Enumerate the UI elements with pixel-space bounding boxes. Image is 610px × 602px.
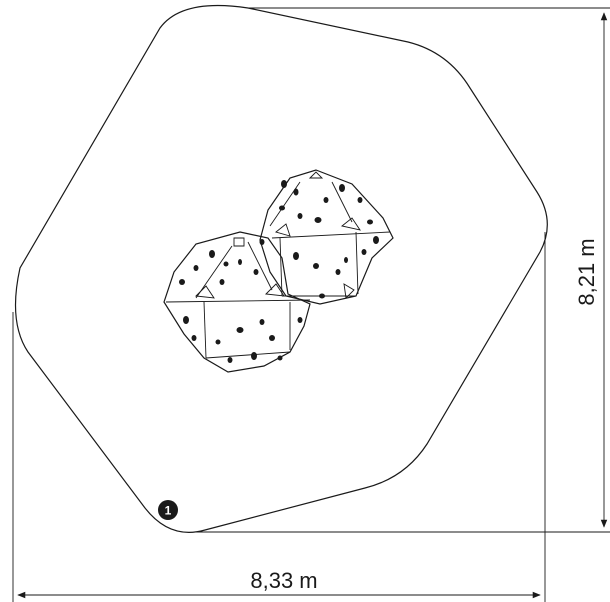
height-label: 8,21 m: [574, 238, 599, 305]
item-marker-label: 1: [165, 504, 172, 518]
width-label: 8,33 m: [250, 568, 317, 593]
item-marker: 1: [158, 500, 178, 520]
upper-polyhedron-outline: [259, 169, 394, 305]
width-dimension: 8,33 m: [12, 232, 546, 602]
lower-polyhedron-outline: [163, 231, 311, 373]
height-dimension: 8,21 m: [195, 7, 610, 533]
climbing-structure: [163, 169, 394, 373]
climbing-holds: [179, 180, 379, 363]
safety-zone-outline: [14, 5, 548, 533]
